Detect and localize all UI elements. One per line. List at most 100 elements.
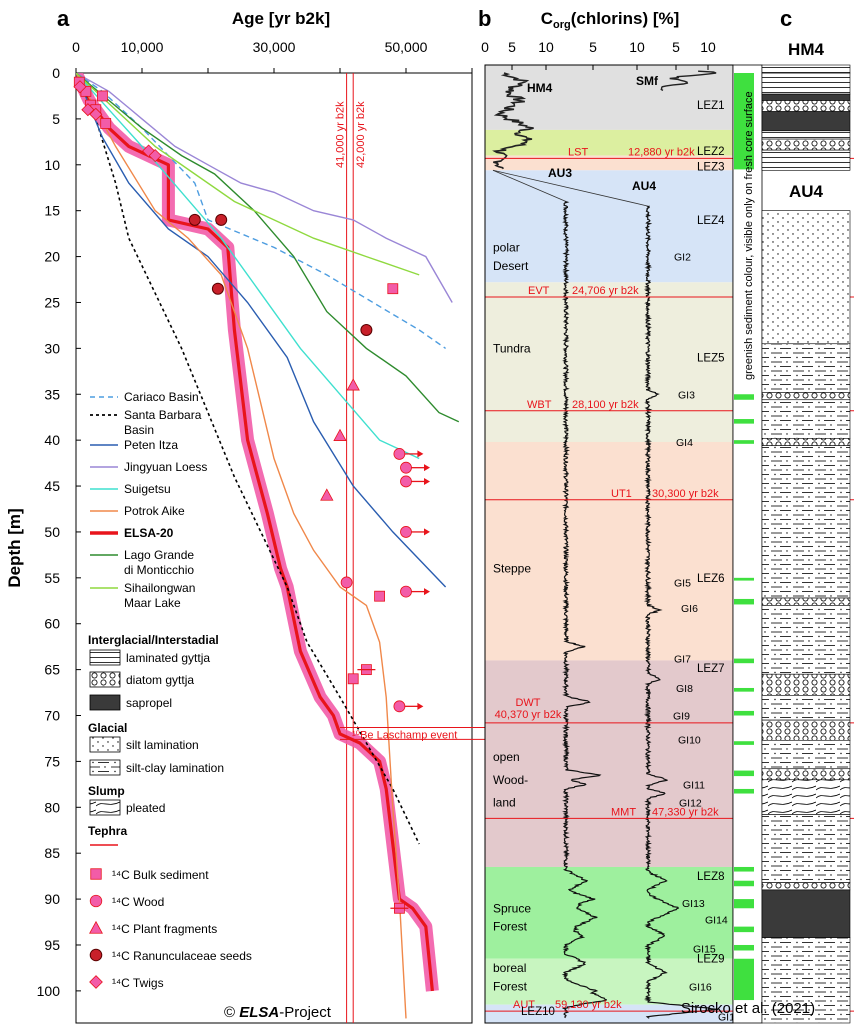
y-tick-label: 50 <box>44 524 60 540</box>
lez-label: LEZ4 <box>697 215 725 227</box>
legend-c14-label: ¹⁴C Wood <box>112 895 164 909</box>
au4-layer <box>761 605 851 675</box>
lez-label: LEZ5 <box>697 353 725 365</box>
lez-band <box>485 958 733 1005</box>
core-label-hm4: HM4 <box>527 81 553 95</box>
au4-layer <box>761 937 851 1024</box>
y-tick-label: 60 <box>44 616 60 632</box>
y-tick-label: 25 <box>44 294 60 310</box>
lez-label: LEZ7 <box>697 663 725 675</box>
core-label-smf: SMf <box>636 74 659 88</box>
copyright: © ELSA-Project <box>224 1004 332 1021</box>
marker-wood <box>400 475 412 488</box>
curve-au4 <box>643 205 718 1019</box>
tephra-name: EVT <box>528 285 550 297</box>
zone-label: polar <box>493 240 520 254</box>
au4-layer <box>761 399 851 439</box>
panel-b-tick-label: 5 <box>589 39 597 55</box>
y-tick-label: 65 <box>44 662 60 678</box>
gi-label: GI8 <box>676 683 693 695</box>
marker-bulk-sediment <box>374 590 386 602</box>
panel-b-tick-label: 5 <box>508 39 516 55</box>
legend-heading-interglacial: Interglacial/Interstadial <box>88 633 219 647</box>
lez-label: LEZ8 <box>697 871 725 883</box>
lez-label: LEZ1 <box>697 100 725 112</box>
legend-label: Potrok Aike <box>124 504 185 518</box>
au4-layer <box>761 438 851 446</box>
x-tick-label: 0 <box>72 39 80 55</box>
panel-b-tick-label: 0 <box>481 39 489 55</box>
greenish-mark <box>734 598 754 605</box>
marker-bulk-sediment <box>387 283 399 295</box>
tephra-name: MMT <box>611 806 636 818</box>
panel-a-frame <box>75 72 473 1024</box>
legend-label: ELSA-20 <box>124 526 174 540</box>
zone-label: Forest <box>493 920 528 934</box>
legend-c14-label: ¹⁴C Bulk sediment <box>112 868 209 882</box>
curve-smf <box>660 70 717 92</box>
panel-b-tick-label: 10 <box>700 39 716 55</box>
y-tick-label: 35 <box>44 386 60 402</box>
greenish-mark <box>734 394 754 400</box>
arrow-head <box>424 528 430 536</box>
marker-wood <box>393 448 406 460</box>
marker-bulk-sediment <box>100 118 112 129</box>
y-tick-label: 40 <box>44 432 60 448</box>
y-tick-label: 100 <box>37 983 61 999</box>
lez-label: LEZ9 <box>697 954 725 966</box>
lez-band <box>485 170 733 283</box>
marker-wood <box>89 894 103 908</box>
au4-layer <box>761 889 851 938</box>
au4-layer <box>761 779 851 815</box>
legend-c14-label: ¹⁴C Plant fragments <box>112 922 217 936</box>
legend-litho-swatch <box>89 649 121 666</box>
series-sihailongwan-maar-lake <box>76 73 420 276</box>
series-peten-itza <box>76 73 447 588</box>
marker-ranunculaceae-seeds <box>360 324 373 337</box>
greenish-mark <box>734 687 754 692</box>
core-hm4-title: HM4 <box>788 40 824 59</box>
legend-heading-glacial: Glacial <box>88 721 127 735</box>
marker-plant-fragments <box>89 920 103 934</box>
x-tick-label: 10,000 <box>121 39 164 55</box>
lez-label: LEZ6 <box>697 573 725 585</box>
legend-label-line2: Basin <box>124 423 154 437</box>
legend-litho-label: silt-clay lamination <box>126 761 224 775</box>
marker-wood <box>393 700 406 713</box>
core-label-au3: AU3 <box>548 166 572 180</box>
legend-heading-tephra: Tephra <box>88 824 127 838</box>
vline-41000-label: 41,000 yr b2k <box>335 101 347 168</box>
gi-label: GI11 <box>683 779 705 791</box>
series-jingyuan-loess <box>76 73 453 303</box>
marker-wood <box>340 576 353 589</box>
panel-a-x-title: Age [yr b2k] <box>232 9 330 28</box>
core-au4-title: AU4 <box>789 182 824 201</box>
y-tick-label: 95 <box>44 937 60 953</box>
legend-label: Jingyuan Loess <box>124 460 207 474</box>
panel-b: b Corg(chlorins) [%] 0 5 10 5 10 5 10 LST 12,88… <box>478 6 854 1024</box>
au4-layer <box>761 739 851 770</box>
legend-label: Peten Itza <box>124 438 178 452</box>
au4-layer <box>761 768 851 781</box>
legend-litho-label: silt lamination <box>126 738 199 752</box>
arrow-head <box>424 588 430 596</box>
au4-layer <box>761 814 851 883</box>
greenish-column-frame <box>732 64 763 1024</box>
au4-layer <box>761 719 851 741</box>
legend-label: Sihailongwan <box>124 581 195 595</box>
panel-b-letter: b <box>478 6 491 31</box>
vline-42000-label: 42,000 yr b2k <box>355 101 367 168</box>
correlation-line-au3 <box>492 169 567 202</box>
legend-litho-swatch <box>89 799 121 816</box>
curve-hm4 <box>492 72 534 170</box>
y-tick-label: 45 <box>44 478 60 494</box>
hm4-layer <box>761 130 851 140</box>
marker-wood <box>400 526 412 538</box>
marker-wood <box>400 585 412 598</box>
marker-plant-fragments <box>320 488 334 501</box>
legend-litho-label: diatom gyttja <box>126 673 194 687</box>
series-potrok-aike <box>76 73 407 1019</box>
panel-b-title: Corg(chlorins) [%] <box>541 9 680 31</box>
zone-label: Forest <box>493 979 528 993</box>
hm4-layer <box>761 93 851 101</box>
